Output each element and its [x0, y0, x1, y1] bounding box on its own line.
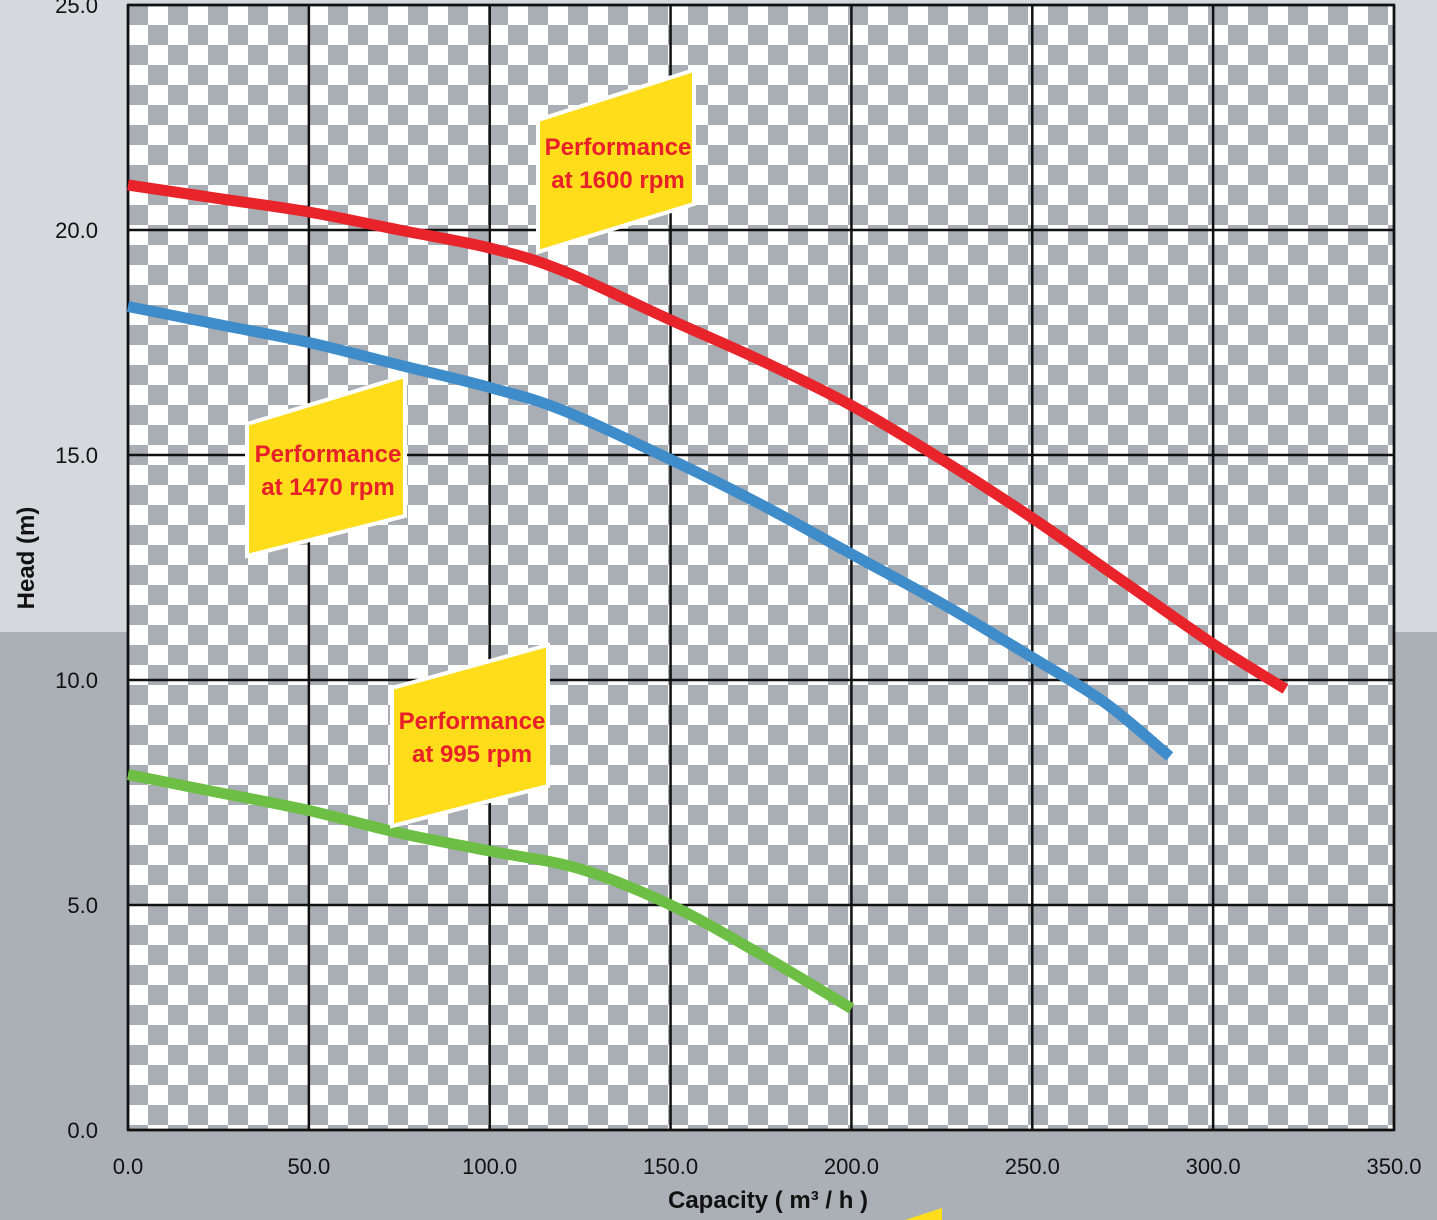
- series-layer: [126, 179, 1289, 1014]
- callout-1470rpm: Performance at 1470 rpm: [245, 373, 407, 559]
- callout-1600rpm-line2: at 1600 rpm: [551, 167, 684, 194]
- x-axis-title: Capacity ( m³ / h ): [668, 1187, 868, 1214]
- callout-1600rpm-bg: [536, 67, 696, 255]
- callout-1600rpm-line1: Performance: [545, 134, 692, 161]
- plot-frame: [126, 3, 1396, 1132]
- series-line-0: [127, 179, 1289, 694]
- callout-1600rpm: Performance at 1600 rpm: [536, 67, 696, 255]
- y-tick-label: 20.0: [55, 218, 98, 243]
- y-tick-label: 5.0: [67, 893, 98, 918]
- x-tick-label: 200.0: [824, 1154, 879, 1179]
- series-line-2: [126, 769, 855, 1014]
- x-tick-label: 350.0: [1366, 1154, 1421, 1179]
- callout-995rpm: Performance at 995 rpm: [390, 642, 550, 829]
- callout-1470rpm-line1: Performance: [255, 441, 402, 468]
- plot-background: [128, 5, 1394, 1130]
- x-tick-label: 50.0: [287, 1154, 330, 1179]
- callout-995rpm-line1: Performance: [399, 708, 546, 735]
- x-tick-label: 150.0: [643, 1154, 698, 1179]
- y-tick-label: 15.0: [55, 443, 98, 468]
- y-tick-label: 0.0: [67, 1118, 98, 1143]
- callout-1470rpm-line2: at 1470 rpm: [261, 474, 394, 501]
- y-tick-label: 10.0: [55, 668, 98, 693]
- callout-995rpm-line2: at 995 rpm: [412, 741, 532, 768]
- y-axis-title: Head (m): [13, 507, 40, 610]
- plot-area: [128, 5, 1394, 1130]
- x-tick-label: 0.0: [113, 1154, 144, 1179]
- x-tick-label: 100.0: [462, 1154, 517, 1179]
- axis-ticks: 0.0 50.0 100.0 150.0 200.0 250.0 300.0 350.0 0.0…: [55, 0, 1421, 1179]
- x-tick-label: 250.0: [1005, 1154, 1060, 1179]
- callout-edge-fragment: [905, 1208, 942, 1220]
- callout-995rpm-bg: [390, 642, 550, 829]
- callout-1470rpm-bg: [245, 373, 407, 559]
- x-tick-label: 300.0: [1186, 1154, 1241, 1179]
- y-tick-label: 25.0: [55, 0, 98, 18]
- series-line-1: [126, 301, 1174, 761]
- callouts: Performance at 1600 rpm Performance at 1…: [245, 67, 942, 1220]
